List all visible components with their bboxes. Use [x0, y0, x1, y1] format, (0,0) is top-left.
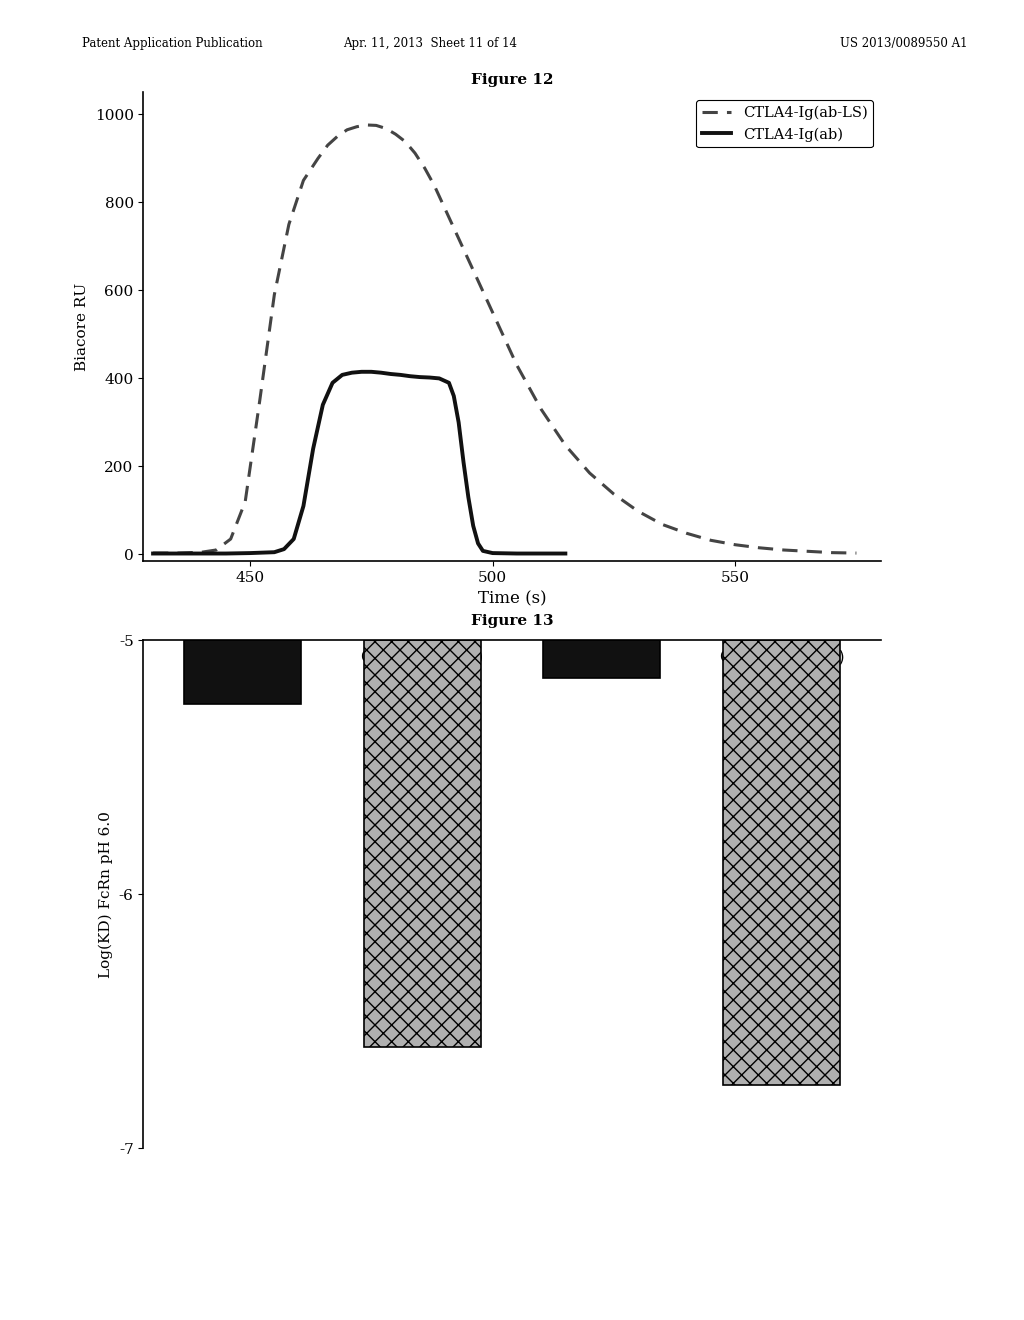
Y-axis label: Biacore RU: Biacore RU [75, 282, 89, 371]
Text: Figure 12: Figure 12 [471, 73, 553, 87]
Legend: CTLA4-Ig(ab-LS), CTLA4-Ig(ab): CTLA4-Ig(ab-LS), CTLA4-Ig(ab) [696, 100, 873, 148]
Y-axis label: Log(KD) FcRn pH 6.0: Log(KD) FcRn pH 6.0 [99, 810, 114, 978]
Text: US 2013/0089550 A1: US 2013/0089550 A1 [840, 37, 968, 50]
Bar [723, 640, 840, 1085]
X-axis label: Time (s): Time (s) [477, 590, 547, 607]
Bar [184, 640, 301, 704]
Text: Patent Application Publication: Patent Application Publication [82, 37, 262, 50]
Bar [364, 640, 480, 1047]
Text: Apr. 11, 2013  Sheet 11 of 14: Apr. 11, 2013 Sheet 11 of 14 [343, 37, 517, 50]
Bar [544, 640, 660, 678]
Text: Figure 13: Figure 13 [471, 614, 553, 628]
